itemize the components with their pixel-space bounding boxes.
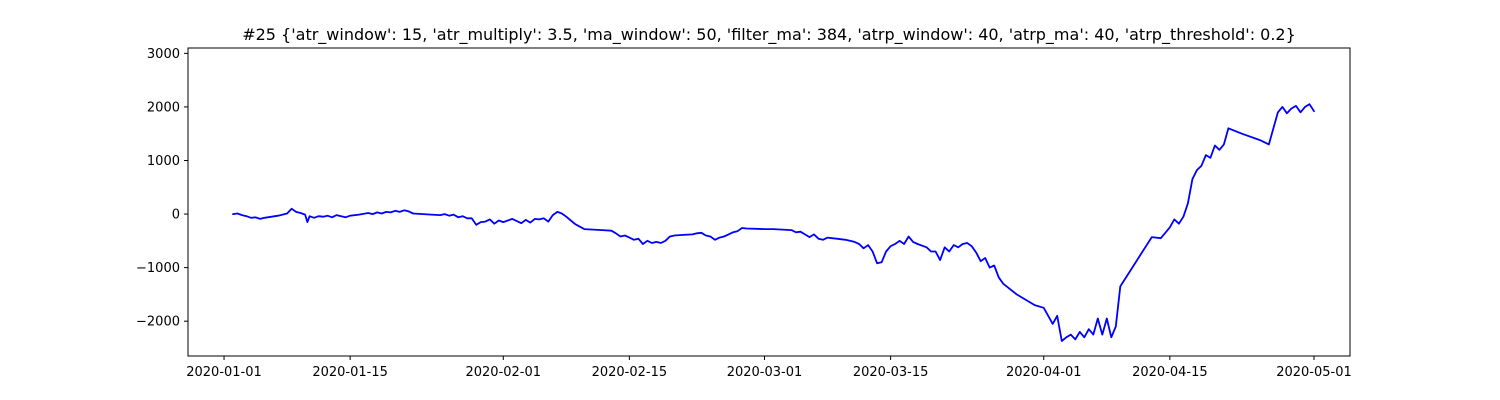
y-tick-label: 0 <box>172 208 180 223</box>
y-tick-label: 2000 <box>147 100 180 115</box>
y-tick-label: −1000 <box>136 261 180 276</box>
y-axis: −2000 −1000 0 1000 2000 3000 <box>136 47 188 330</box>
x-tick-label: 2020-03-15 <box>853 365 929 380</box>
x-tick-label: 2020-04-15 <box>1132 365 1208 380</box>
x-tick-label: 2020-05-01 <box>1276 365 1352 380</box>
y-tick-label: −2000 <box>136 315 180 330</box>
x-tick-label: 2020-01-15 <box>312 365 388 380</box>
x-axis: 2020-01-01 2020-01-15 2020-02-01 2020-02-15… <box>186 356 1352 380</box>
x-tick-label: 2020-03-01 <box>727 365 803 380</box>
chart-title: #25 {'atr_window': 15, 'atr_multiply': 3… <box>242 25 1296 45</box>
equity-line-series <box>232 103 1315 342</box>
x-tick-label: 2020-01-01 <box>186 365 262 380</box>
y-tick-label: 3000 <box>147 47 180 62</box>
x-tick-label: 2020-02-15 <box>592 365 668 380</box>
x-tick-label: 2020-04-01 <box>1006 365 1082 380</box>
x-tick-label: 2020-02-01 <box>465 365 541 380</box>
plot-area <box>232 103 1315 342</box>
y-tick-label: 1000 <box>147 154 180 169</box>
axes-frame <box>187 47 1351 357</box>
